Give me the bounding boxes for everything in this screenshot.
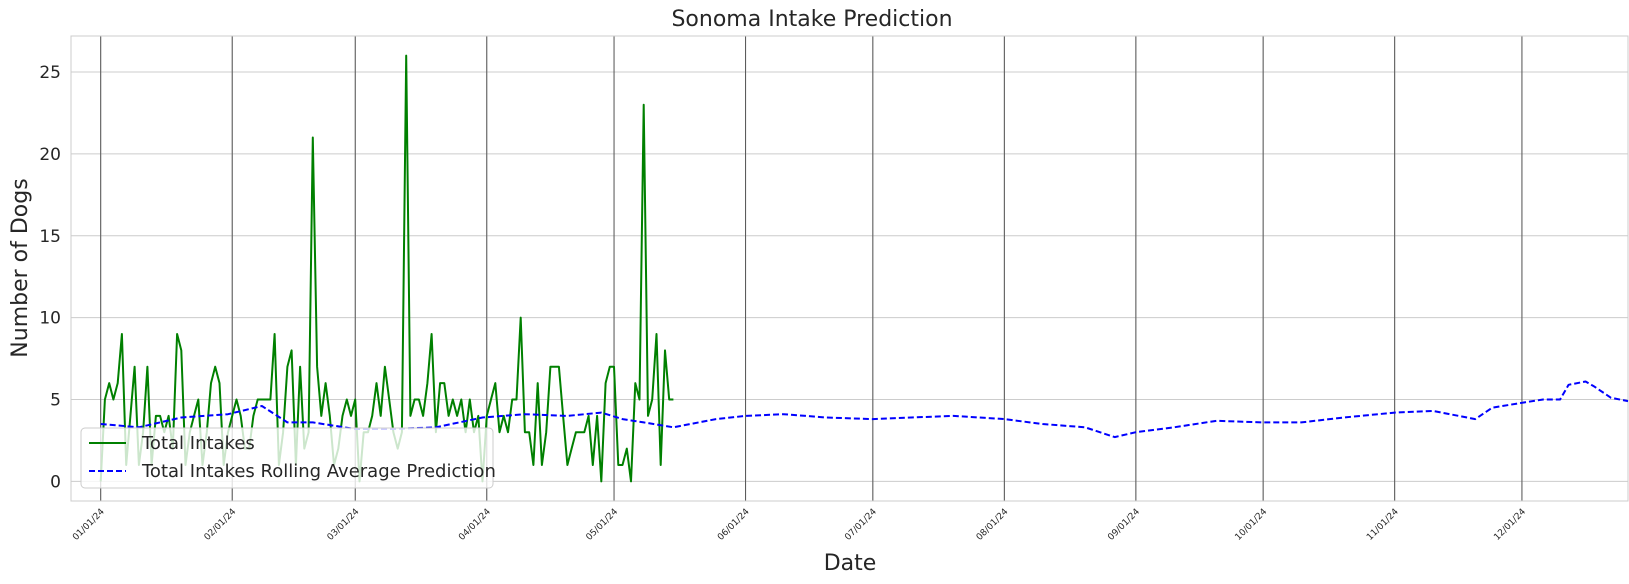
y-axis-ticks: 0 5 10 15 20 25 xyxy=(39,63,61,492)
y-tick-label: 15 xyxy=(39,227,61,247)
y-tick-label: 20 xyxy=(39,145,61,165)
y-axis-label: Number of Dogs xyxy=(8,178,33,357)
x-axis-label: Date xyxy=(824,551,877,576)
plot-frame xyxy=(70,35,1629,502)
legend: Total Intakes Total Intakes Rolling Aver… xyxy=(80,427,496,489)
y-tick-label: 25 xyxy=(39,63,61,83)
series-total-intakes-line xyxy=(99,54,674,483)
legend-box xyxy=(80,427,494,489)
y-tick-label: 10 xyxy=(39,309,61,329)
chart-title: Sonoma Intake Prediction xyxy=(671,7,952,32)
y-tick-label: 0 xyxy=(50,472,61,492)
legend-label-total-intakes: Total Intakes xyxy=(141,433,255,454)
y-tick-label: 5 xyxy=(50,390,61,410)
legend-label-rolling-average: Total Intakes Rolling Average Prediction xyxy=(141,461,496,482)
